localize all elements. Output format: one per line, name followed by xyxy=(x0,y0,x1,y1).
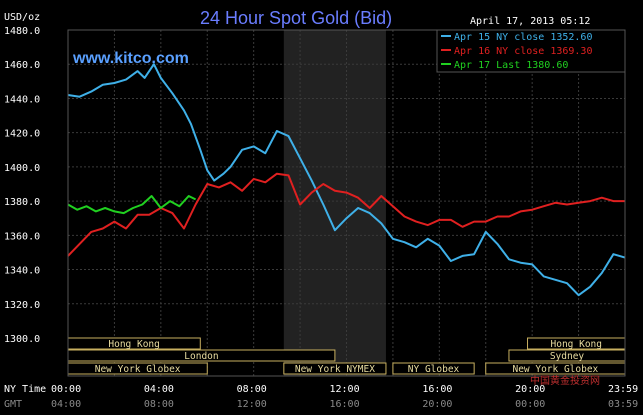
ny-time-label: NY Time xyxy=(4,384,46,395)
corner-watermark: 中国黄金投资网 xyxy=(530,374,600,387)
session-bar xyxy=(392,362,475,375)
series-line xyxy=(67,63,626,297)
session-label: Sydney xyxy=(550,351,585,362)
session-label: New York NYMEX xyxy=(295,364,375,375)
y-tick-label: 1400.0 xyxy=(4,163,40,174)
x-tick-label-ny: 12:00 xyxy=(330,384,360,395)
session-label: Hong Kong xyxy=(551,339,602,350)
x-tick-label-ny: 16:00 xyxy=(422,384,452,395)
y-tick-label: 1340.0 xyxy=(4,266,40,277)
y-tick-label: 1420.0 xyxy=(4,129,40,140)
session-label: London xyxy=(184,351,218,362)
legend-box xyxy=(436,29,626,73)
y-tick-label: 1480.0 xyxy=(4,26,40,37)
session-label: New York Globex xyxy=(512,364,598,375)
x-tick-label-gmt: 12:00 xyxy=(237,399,267,410)
date-label: April 17, 2013 05:12 xyxy=(470,16,590,27)
y-tick-label: 1460.0 xyxy=(4,60,40,71)
legend: Apr 15 NY close 1352.60 Apr 16 NY close … xyxy=(441,32,592,71)
legend-entry-3: Apr 17 Last 1380.60 xyxy=(454,60,568,71)
x-tick-label-ny: 20:00 xyxy=(515,384,545,395)
y-tick-label: 1440.0 xyxy=(4,94,40,105)
x-tick-label-gmt: 03:59 xyxy=(608,399,638,410)
y-tick-label: 1320.0 xyxy=(4,300,40,311)
plot-frame xyxy=(67,29,626,377)
x-tick-label-gmt: 00:00 xyxy=(515,399,545,410)
x-tick-label-gmt: 08:00 xyxy=(144,399,174,410)
session-label: NY Globex xyxy=(408,364,460,375)
gmt-label: GMT xyxy=(4,399,22,410)
y-tick-label: 1380.0 xyxy=(4,197,40,208)
x-tick-label-gmt: 04:00 xyxy=(51,399,81,410)
unit-label: USD/oz xyxy=(4,12,40,23)
y-tick-label: 1300.0 xyxy=(4,334,40,345)
x-tick-label-gmt: 16:00 xyxy=(330,399,360,410)
y-tick-label: 1360.0 xyxy=(4,231,40,242)
x-tick-label-ny: 23:59 xyxy=(608,384,638,395)
chart-title: 24 Hour Spot Gold (Bid) xyxy=(200,8,392,28)
x-tick-label-gmt: 20:00 xyxy=(422,399,452,410)
site-watermark: www.kitco.com xyxy=(72,50,189,67)
session-label: Hong Kong xyxy=(108,339,159,350)
series-line xyxy=(67,195,197,215)
session-bar xyxy=(283,362,387,375)
x-tick-label-ny: 04:00 xyxy=(144,384,174,395)
x-tick-label-ny: 08:00 xyxy=(237,384,267,395)
legend-entry-2: Apr 16 NY close 1369.30 xyxy=(454,46,592,57)
x-tick-label-ny: 00:00 xyxy=(51,384,81,395)
legend-entry-1: Apr 15 NY close 1352.60 xyxy=(454,32,592,43)
session-label: New York Globex xyxy=(95,364,181,375)
